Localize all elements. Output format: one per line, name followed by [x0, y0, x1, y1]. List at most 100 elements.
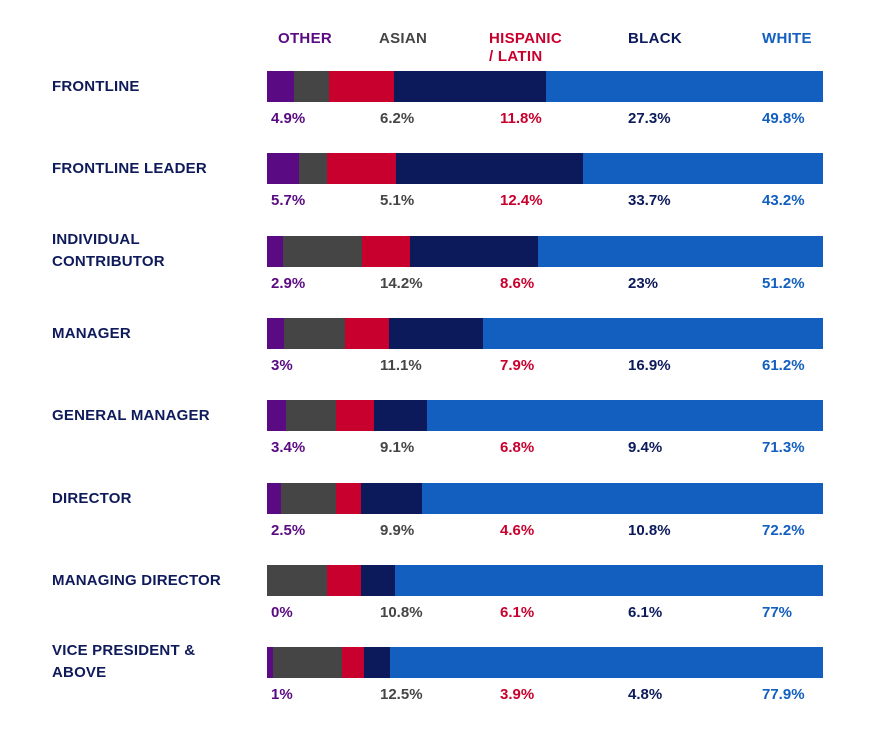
value-label: 49.8% [762, 110, 805, 127]
legend-item-5: WHITE [762, 30, 812, 47]
value-label: 4.9% [271, 110, 306, 127]
bar-segment [374, 400, 427, 432]
value-label: 43.2% [762, 192, 805, 210]
value-label: 51.2% [762, 274, 805, 292]
bar-segment [267, 317, 284, 349]
bar-segment [341, 647, 364, 679]
stacked-bar [267, 71, 823, 102]
bar-segment [285, 400, 337, 432]
value-label: 27.3% [628, 110, 671, 127]
value-label: 9.4% [628, 439, 663, 457]
bar-segment [283, 235, 363, 267]
bar-segment [267, 564, 328, 596]
bar-segment [395, 153, 584, 185]
stacked-bar [267, 317, 823, 349]
value-label: 11.1% [380, 356, 422, 374]
value-label: 4.6% [500, 521, 535, 539]
bar-segment [394, 564, 823, 596]
stacked-bar [267, 400, 823, 432]
bar-segment [283, 317, 346, 349]
bar-segment [360, 564, 395, 596]
bar-segment [583, 153, 823, 185]
bar-segment [267, 400, 286, 432]
bar-segment [267, 71, 295, 102]
value-label: 2.9% [271, 274, 306, 292]
value-label: 14.2% [380, 274, 423, 292]
value-label: 0% [271, 603, 293, 621]
bar-segment [328, 71, 395, 102]
bar-segment [389, 317, 484, 349]
value-label: 72.2% [762, 521, 805, 539]
value-label: 5.1% [380, 192, 415, 210]
value-label: 71.3% [762, 439, 805, 457]
bar-segment [336, 400, 375, 432]
value-label: 6.1% [500, 603, 535, 621]
category-label: FRONTLINE [52, 78, 140, 95]
stacked-bar [267, 153, 823, 185]
bar-segment [362, 235, 410, 267]
bar-segment [326, 153, 396, 185]
bar-segment [267, 235, 284, 267]
category-label: MANAGER [52, 324, 131, 342]
value-label: 2.5% [271, 521, 306, 539]
value-label: 16.9% [628, 356, 671, 374]
bar-segment [294, 71, 329, 102]
bar-segment [327, 564, 361, 596]
bar-segment [361, 482, 422, 514]
value-label: 6.1% [628, 603, 663, 621]
value-label: 3% [271, 356, 293, 374]
stacked-bar [267, 235, 823, 267]
value-label: 3.9% [500, 686, 535, 704]
value-label: 9.9% [380, 521, 415, 539]
value-label: 5.7% [271, 192, 306, 210]
bar-segment [267, 647, 273, 679]
value-label: 33.7% [628, 192, 671, 210]
bar-segment [394, 71, 547, 102]
bar-segment [390, 647, 823, 679]
category-label: INDIVIDUAL CONTRIBUTOR [52, 230, 165, 270]
stacked-bar [267, 647, 823, 679]
value-label: 3.4% [271, 439, 306, 457]
value-label: 9.1% [380, 439, 415, 457]
bar-segment [410, 235, 538, 267]
value-label: 7.9% [500, 356, 535, 374]
bar-segment [546, 71, 823, 102]
bar-segment [272, 647, 342, 679]
value-label: 23% [628, 274, 659, 292]
legend-item-3: HISPANIC / LATIN [489, 30, 562, 65]
bar-segment [483, 317, 823, 349]
value-label: 10.8% [628, 521, 671, 539]
bar-segment [267, 482, 281, 514]
stacked-bar [267, 564, 823, 596]
value-label: 77.9% [762, 686, 805, 704]
category-label: DIRECTOR [52, 489, 132, 507]
value-label: 12.4% [500, 192, 543, 210]
bar-segment [363, 647, 391, 679]
value-label: 11.8% [500, 110, 542, 127]
bar-segment [345, 317, 390, 349]
value-label: 6.2% [380, 110, 415, 127]
stacked-bar [267, 482, 823, 514]
value-label: 8.6% [500, 274, 535, 292]
bar-segment [421, 482, 823, 514]
value-label: 10.8% [380, 603, 423, 621]
bar-segment [335, 482, 362, 514]
value-label: 61.2% [762, 356, 805, 374]
legend-item-2: ASIAN [379, 30, 428, 47]
category-label: FRONTLINE LEADER [52, 160, 207, 178]
bar-segment [298, 153, 327, 185]
category-label: VICE PRESIDENT & ABOVE [52, 642, 196, 682]
value-label: 12.5% [380, 686, 423, 704]
category-label: GENERAL MANAGER [52, 407, 210, 425]
value-label: 77% [762, 603, 793, 621]
legend-item-4: BLACK [628, 30, 682, 47]
value-label: 4.8% [628, 686, 663, 704]
bar-segment [267, 153, 299, 185]
legend-item-1: OTHER [278, 30, 332, 47]
bar-segment [538, 235, 823, 267]
value-label: 1% [271, 686, 293, 704]
bar-segment [280, 482, 336, 514]
value-label: 6.8% [500, 439, 535, 457]
bar-segment [426, 400, 823, 432]
